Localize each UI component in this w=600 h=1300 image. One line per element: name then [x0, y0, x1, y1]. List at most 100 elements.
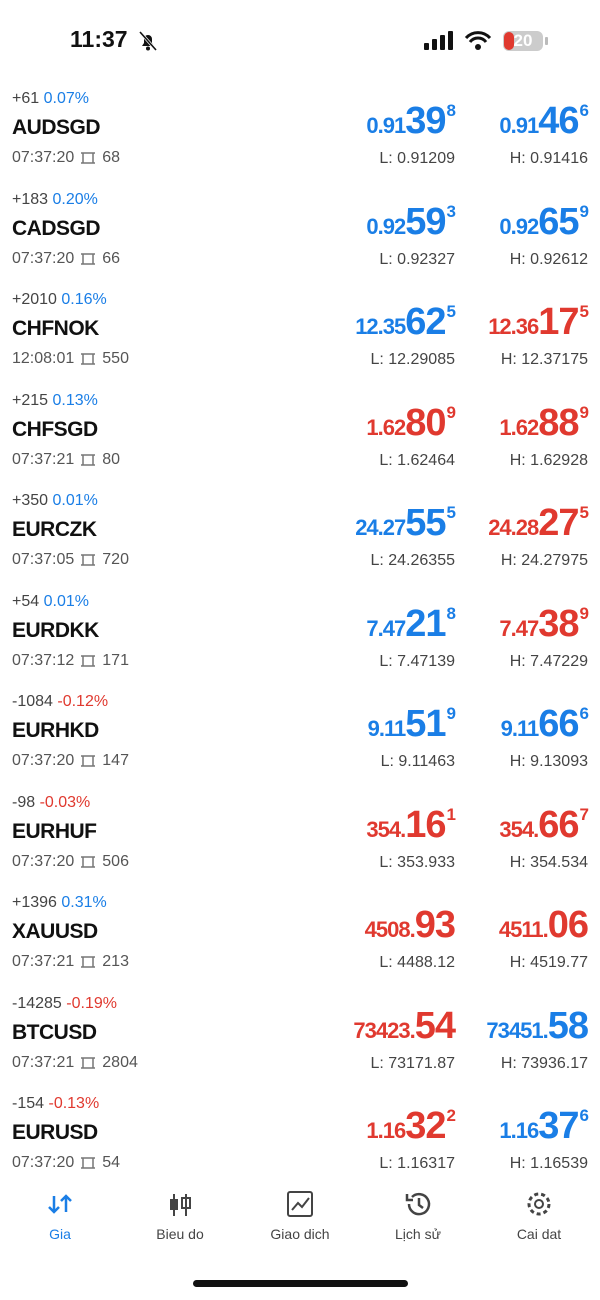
spread-icon: [81, 855, 96, 868]
quote-time: 07:37:12: [12, 651, 75, 669]
tab-icon: [405, 1192, 431, 1216]
high-price: H: 0.92612: [509, 250, 588, 268]
high-price: H: 4519.77: [509, 954, 588, 971]
ask-price-sup: 5: [579, 503, 590, 522]
quote-row[interactable]: -154 -0.13% EURUSD 07:37:20 54 1.16 32 2 1.16 37…: [0, 1093, 600, 1193]
spread-icon: [81, 252, 96, 265]
spread: 2804: [102, 1053, 138, 1071]
high-price: H: 73936.17: [500, 1054, 588, 1072]
quote-row[interactable]: +54 0.01% EURDKK 07:37:12 171 7.47 21 8 7.47 38 9…: [0, 591, 600, 691]
ask-price-sup: 5: [579, 302, 590, 321]
quote-row[interactable]: +215 0.13% CHFSGD 07:37:21 80 1.62 80 9 1.62 88 9…: [0, 390, 600, 490]
bid-price: 0.92 59 3: [366, 201, 457, 244]
quote-row[interactable]: -98 -0.03% EURHUF 07:37:20 506 354. 16 1 354. 66…: [0, 792, 600, 892]
ask-price-big: 66: [538, 703, 579, 745]
symbol: AUDSGD: [12, 116, 101, 139]
quote-time: 07:37:20: [12, 149, 75, 166]
change-points: -154: [12, 1095, 45, 1112]
bid-price-big: 80: [405, 401, 446, 444]
quote-row[interactable]: -14285 -0.19% BTCUSD 07:37:21 2804 73423. 54 7…: [0, 993, 600, 1093]
bid-price-int: 12.35: [355, 314, 406, 339]
change-percent: 0.31%: [61, 894, 107, 911]
change-line: +350 0.01%: [12, 492, 98, 510]
ask-price: 24.28 27 5: [488, 502, 590, 545]
bid-price-big: 62: [405, 301, 446, 343]
ask-price-big: 88: [538, 401, 579, 444]
ask-price-int: 1.16: [499, 1118, 539, 1143]
ask-price: 1.62 88 9: [499, 401, 589, 445]
quote-time-line: 07:37:12 171: [12, 652, 129, 670]
tab-icon: [287, 1191, 313, 1217]
ask-price-sup: 6: [579, 1106, 590, 1125]
quote-time-line: 07:37:21 80: [12, 451, 120, 469]
bid-price: 24.27 55 5: [355, 502, 456, 545]
quote-row[interactable]: +61 0.07% AUDSGD 07:37:20 68 0.91 39 8 0.91 46 6 L…: [0, 88, 600, 188]
low-price: L: 1.16317: [379, 1155, 455, 1172]
spread: 54: [102, 1154, 121, 1171]
bid-price-sup: 3: [446, 201, 457, 221]
bid-price-sup: 8: [446, 603, 457, 623]
ask-price-int: 4511.: [498, 917, 549, 942]
change-line: -98 -0.03%: [12, 794, 90, 812]
quote-time: 07:37:20: [12, 249, 75, 267]
spread: 550: [102, 350, 129, 367]
change-percent: -0.03%: [39, 793, 91, 811]
ask-price: 354. 66 7: [499, 804, 589, 847]
change-points: -14285: [12, 994, 62, 1012]
battery-level: 20: [513, 31, 533, 50]
high-price: H: 1.16539: [509, 1155, 588, 1172]
change-line: +61 0.07%: [12, 90, 89, 108]
low-price: L: 1.62464: [379, 451, 455, 469]
bid-price-int: 354.: [366, 816, 406, 842]
tab-item[interactable]: Giao dich: [250, 1190, 350, 1242]
symbol: CHFSGD: [12, 417, 98, 441]
tab-item[interactable]: Bieu do: [130, 1190, 230, 1242]
quote-row[interactable]: +183 0.20% CADSGD 07:37:20 66 0.92 59 3 0.92 65 9…: [0, 189, 600, 289]
tab-item[interactable]: Cai dat: [489, 1190, 589, 1242]
bid-price-big: 51: [405, 703, 446, 745]
change-line: +2010 0.16%: [12, 291, 107, 309]
low-price: L: 7.47139: [379, 652, 455, 670]
quote-time-line: 12:08:01 550: [12, 350, 129, 368]
mute-icon: [138, 31, 158, 51]
ask-price-int: 354.: [499, 816, 539, 842]
status-icons: [424, 31, 548, 51]
bid-price: 4508. 93: [365, 904, 456, 947]
quote-time: 07:37:20: [12, 752, 75, 769]
ask-price-big: 65: [538, 200, 579, 243]
spread: 147: [102, 752, 129, 769]
ask-price-big: 58: [547, 1004, 589, 1047]
spread-icon: [81, 956, 96, 968]
bid-price: 73423. 54: [353, 1005, 456, 1048]
spread: 506: [102, 852, 129, 870]
symbol: CHFNOK: [12, 317, 99, 340]
low-price: L: 9.11463: [380, 753, 455, 770]
change-percent: 0.20%: [52, 190, 98, 208]
quote-time-line: 07:37:20 147: [12, 752, 129, 770]
spread: 720: [102, 551, 129, 568]
quote-row[interactable]: +2010 0.16% CHFNOK 12:08:01 550 12.35 62 5 12.3…: [0, 289, 600, 389]
change-points: +183: [12, 190, 49, 208]
symbol: EURUSD: [12, 1121, 98, 1144]
low-price: L: 0.91209: [379, 150, 455, 167]
quote-row[interactable]: -1084 -0.12% EURHKD 07:37:20 147 9.11 51 9 9.11…: [0, 691, 600, 791]
spread: 68: [102, 149, 121, 166]
quote-time-line: 07:37:05 720: [12, 551, 129, 569]
quote-row[interactable]: +350 0.01% EURCZK 07:37:05 720 24.27 55 5 24.28…: [0, 490, 600, 590]
change-line: +1396 0.31%: [12, 894, 107, 912]
symbol: BTCUSD: [12, 1020, 97, 1044]
ask-price: 0.91 46 6: [499, 100, 590, 143]
quote-row[interactable]: +1396 0.31% XAUUSD 07:37:21 213 4508. 93 4511.…: [0, 892, 600, 992]
low-price: L: 12.29085: [370, 351, 455, 368]
bid-price: 7.47 21 8: [366, 603, 457, 646]
change-points: +215: [12, 391, 49, 409]
tab-item[interactable]: Lịch sử: [368, 1190, 468, 1242]
spread: 66: [102, 249, 121, 267]
high-price: H: 354.534: [509, 853, 588, 871]
symbol: EURDKK: [12, 618, 99, 642]
tab-item[interactable]: Gia: [10, 1190, 110, 1242]
bid-price: 0.91 39 8: [366, 100, 456, 143]
ask-price-sup: 6: [579, 101, 590, 120]
low-price: L: 353.933: [379, 853, 455, 871]
